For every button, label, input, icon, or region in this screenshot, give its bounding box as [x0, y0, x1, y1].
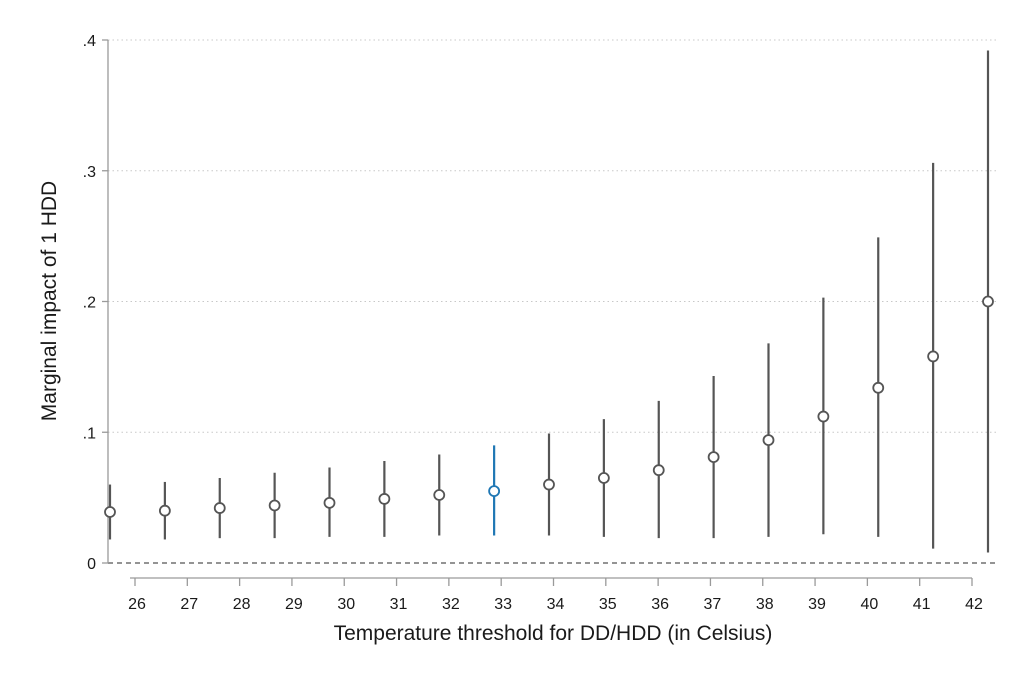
x-tick-label: 27 — [180, 596, 198, 613]
point-estimate — [213, 502, 226, 514]
x-tick-label: 40 — [860, 596, 878, 613]
point-estimate — [158, 504, 171, 517]
point-estimates — [104, 295, 994, 518]
y-tick-label: .3 — [83, 164, 96, 181]
gridlines — [108, 39, 998, 433]
x-tick-label: 28 — [233, 596, 251, 613]
x-axis-ticks: 26 27 28 29 30 31 32 33 34 35 36 37 38 39 40 41 42 — [128, 578, 983, 613]
x-tick-label: 36 — [651, 596, 669, 613]
x-tick-label: 26 — [128, 596, 146, 613]
y-tick-label: 0 — [87, 556, 96, 573]
point-estimate — [433, 489, 446, 501]
point-estimate — [707, 451, 720, 463]
point-estimate — [652, 464, 665, 477]
point-estimate — [872, 381, 885, 394]
x-tick-label: 30 — [337, 596, 355, 613]
y-axis-ticks: 0 .1 .2 .3 .4 — [83, 33, 108, 573]
point-estimate — [543, 478, 555, 491]
x-tick-label: 39 — [808, 596, 826, 613]
y-axis-title: Marginal impact of 1 HDD — [38, 181, 61, 421]
x-tick-label: 38 — [756, 596, 774, 613]
y-tick-label: .1 — [83, 425, 96, 442]
point-estimate — [927, 350, 940, 363]
x-tick-label: 34 — [547, 596, 565, 613]
x-tick-label: 32 — [442, 596, 460, 613]
point-estimate — [982, 295, 994, 308]
point-estimate — [488, 485, 501, 497]
x-tick-label: 41 — [913, 596, 931, 613]
point-estimate — [378, 493, 391, 505]
y-tick-label: .2 — [83, 295, 96, 312]
x-tick-label: 29 — [285, 596, 303, 613]
point-estimate — [817, 410, 830, 423]
x-tick-label: 31 — [390, 596, 408, 613]
point-estimate — [268, 499, 281, 512]
point-estimate — [597, 472, 610, 484]
point-estimate — [104, 506, 116, 518]
x-tick-label: 35 — [599, 596, 617, 613]
point-estimate — [323, 496, 336, 509]
x-axis-title: Temperature threshold for DD/HDD (in Cel… — [334, 622, 773, 645]
x-tick-label: 33 — [494, 596, 512, 613]
y-tick-label: .4 — [83, 33, 96, 50]
point-estimate — [762, 434, 775, 446]
x-tick-label: 42 — [965, 596, 983, 613]
x-tick-label: 37 — [704, 596, 722, 613]
